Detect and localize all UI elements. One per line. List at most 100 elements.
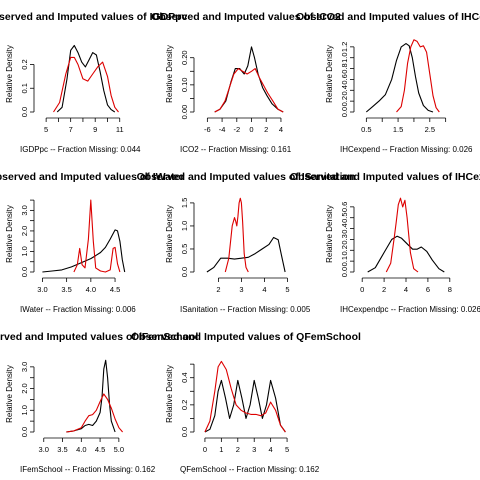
density-panel: Observed and Imputed values of IFemSchoo…	[0, 331, 198, 474]
x-tick-label: 0.5	[361, 125, 371, 134]
x-tick-label: 5.0	[114, 445, 124, 454]
y-axis-label: Relative Density	[165, 45, 174, 103]
y-tick-label: 1.5	[180, 198, 189, 208]
y-tick-label: 0.2	[20, 59, 29, 69]
panel-title: Observed and Imputed values of IHCexpend	[296, 11, 480, 23]
y-axis-label: Relative Density	[5, 205, 14, 263]
y-tick-label: 0.4	[340, 223, 349, 233]
x-tick-label: 2	[216, 285, 220, 294]
x-tick-label: 8	[448, 285, 452, 294]
x-tick-label: 3.5	[61, 285, 71, 294]
x-tick-label: 3.5	[57, 445, 67, 454]
observed-density-line	[365, 43, 434, 113]
x-tick-label: 4	[404, 285, 408, 294]
imputed-density-line	[396, 39, 440, 113]
y-axis-label: Relative Density	[165, 365, 174, 423]
density-panel: Observed and Imputed values of IWater Rel…	[0, 171, 184, 314]
x-tick-label: 4.5	[110, 285, 120, 294]
y-tick-label: 0.20	[180, 50, 189, 65]
y-axis-label: Relative Density	[5, 365, 14, 423]
x-tick-label: 9	[93, 125, 97, 134]
panel-title: Observed and Imputed values of QFemSchoo…	[131, 331, 361, 343]
x-axis-label: IGDPpc -- Fraction Missing: 0.044	[20, 145, 141, 154]
y-tick-label: 1.2	[340, 42, 349, 52]
x-tick-label: 2	[264, 125, 268, 134]
y-tick-label: 3.0	[20, 205, 29, 215]
observed-density-line	[66, 359, 116, 433]
y-tick-label: 0.4	[180, 372, 189, 382]
x-tick-label: 4	[262, 285, 266, 294]
y-tick-label: 0.0	[20, 267, 29, 277]
density-panel: Observed and Imputed values of IHCexpend…	[290, 171, 480, 314]
x-tick-label: 0	[249, 125, 253, 134]
imputed-density-line	[385, 197, 419, 273]
y-tick-label: 0.0	[340, 267, 349, 277]
y-axis-label: Relative Density	[5, 45, 14, 103]
panel-title: Observed and Imputed values of ISanitati…	[137, 171, 356, 183]
x-tick-label: 4.0	[86, 285, 96, 294]
x-tick-label: 0	[360, 285, 364, 294]
x-axis-label: IHCexpendpc -- Fraction Missing: 0.026	[340, 305, 480, 314]
x-tick-label: 5	[285, 445, 289, 454]
panel-title: Observed and Imputed values of IGDPpc	[0, 11, 188, 23]
y-tick-label: 0.1	[340, 256, 349, 266]
density-panel: Observed and Imputed values of ICO2 Relat…	[151, 11, 341, 154]
x-tick-label: 2	[236, 445, 240, 454]
y-tick-label: 0.2	[340, 245, 349, 255]
x-tick-label: 2.5	[425, 125, 435, 134]
y-tick-label: 0.0	[20, 107, 29, 117]
x-tick-label: 4	[269, 445, 273, 454]
y-tick-label: 0.1	[20, 83, 29, 93]
x-tick-label: 3.0	[37, 285, 47, 294]
observed-density-line	[204, 379, 286, 433]
y-tick-label: 0.0	[180, 427, 189, 437]
observed-density-line	[206, 236, 286, 273]
y-tick-label: 0.5	[180, 244, 189, 254]
y-tick-label: 0.8	[340, 63, 349, 73]
panel-title: Observed and Imputed values of IFemSchoo…	[0, 331, 198, 343]
x-tick-label: 5	[285, 285, 289, 294]
y-tick-label: 0.10	[180, 78, 189, 93]
y-tick-label: 1.0	[20, 405, 29, 415]
y-tick-label: 0.4	[340, 85, 349, 95]
x-tick-label: -6	[204, 125, 211, 134]
x-tick-label: 1.5	[393, 125, 403, 134]
x-tick-label: 6	[426, 285, 430, 294]
y-axis-label: Relative Density	[325, 205, 334, 263]
x-tick-label: 2	[382, 285, 386, 294]
x-tick-label: 4.0	[76, 445, 86, 454]
observed-density-line	[42, 229, 126, 273]
y-tick-label: 1.0	[180, 221, 189, 231]
y-tick-label: 0.0	[20, 427, 29, 437]
y-axis-label: Relative Density	[165, 205, 174, 263]
panel-title: Observed and Imputed values of IWater	[0, 171, 184, 183]
observed-density-line	[214, 46, 284, 113]
density-panel: Observed and Imputed values of IGDPpc Rel…	[0, 11, 188, 154]
imputed-density-line	[53, 56, 119, 113]
y-tick-label: 0.3	[340, 234, 349, 244]
y-tick-label: 0.0	[180, 267, 189, 277]
x-axis-label: ICO2 -- Fraction Missing: 0.161	[180, 145, 292, 154]
x-tick-label: 3	[252, 445, 256, 454]
y-tick-label: 0.0	[340, 107, 349, 117]
y-tick-label: 3.0	[20, 362, 29, 372]
imputed-density-line	[66, 393, 124, 433]
panel-title: Observed and Imputed values of ICO2	[151, 11, 341, 23]
x-tick-label: 3.0	[39, 445, 49, 454]
x-tick-label: 3	[239, 285, 243, 294]
y-tick-label: 1.0	[340, 52, 349, 62]
y-tick-label: 2.0	[20, 226, 29, 236]
x-tick-label: 11	[116, 125, 124, 134]
y-tick-label: 0.00	[180, 105, 189, 120]
y-tick-label: 0.6	[340, 74, 349, 84]
x-tick-label: 4.5	[95, 445, 105, 454]
y-tick-label: 1.0	[20, 246, 29, 256]
x-axis-label: IHCexpend -- Fraction Missing: 0.026	[340, 145, 473, 154]
imputed-density-line	[73, 199, 121, 273]
x-axis-label: IFemSchool -- Fraction Missing: 0.162	[20, 465, 156, 474]
y-tick-label: 0.6	[340, 202, 349, 212]
x-tick-label: -4	[219, 125, 226, 134]
x-tick-label: 5	[44, 125, 48, 134]
x-axis-label: QFemSchool -- Fraction Missing: 0.162	[180, 465, 320, 474]
